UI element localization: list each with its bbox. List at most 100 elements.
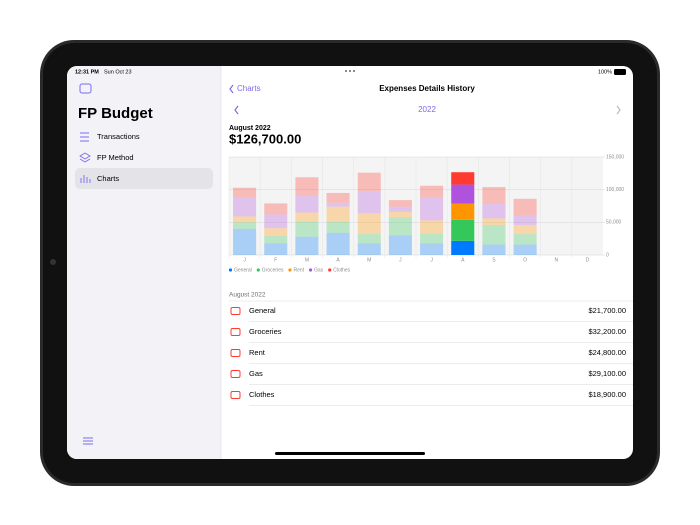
summary-period: August 2022	[229, 125, 271, 132]
bar-segment	[420, 243, 444, 255]
row-icon	[230, 349, 241, 357]
bar-segment	[451, 240, 475, 255]
prev-year[interactable]	[234, 105, 239, 115]
bar-segment	[264, 236, 288, 244]
status-date: Sun Oct 23	[104, 69, 132, 75]
bar-segment	[295, 177, 319, 196]
row-name: Gas	[249, 369, 263, 378]
back-chevron[interactable]	[229, 84, 234, 94]
summary-total: $126,700.00	[229, 131, 301, 146]
bar-segment	[264, 243, 288, 255]
bar-segment	[233, 216, 257, 223]
row-amount: $24,800.00	[588, 348, 626, 357]
sidebar-item[interactable]: Charts	[97, 174, 119, 183]
x-tick-label: N	[554, 257, 558, 263]
list: General $21,700.00 Groceries $32,200.00 Rent…	[229, 300, 633, 406]
row-name: Rent	[249, 348, 266, 357]
row-amount: $32,200.00	[588, 327, 626, 336]
x-tick-label: S	[492, 257, 496, 263]
x-tick-label: M	[305, 257, 309, 263]
bar-segment	[357, 213, 381, 235]
sidebar-item[interactable]: FP Method	[97, 153, 134, 162]
row-name: Clothes	[249, 390, 275, 399]
bar-segment	[326, 206, 350, 222]
bar-segment	[482, 244, 506, 255]
x-tick-label: O	[523, 257, 527, 263]
chart: 0 50,000 100,000 150,000 J F M A M J J A S O N D General…	[228, 154, 624, 273]
bar-segment	[388, 211, 412, 218]
bar-segment	[295, 195, 319, 213]
bar-segment	[513, 215, 537, 225]
row-name: Groceries	[249, 327, 282, 336]
bar-segment	[295, 212, 319, 222]
year: 2022	[418, 105, 436, 114]
x-tick-label: D	[586, 257, 590, 263]
bar-segment	[513, 234, 537, 245]
bar-segment	[357, 243, 381, 255]
row-amount: $29,100.00	[588, 369, 626, 378]
bar-segment	[388, 206, 412, 212]
bar-segment	[233, 228, 257, 255]
camera	[50, 259, 56, 265]
bar-segment	[264, 214, 288, 229]
bar-segment	[357, 190, 381, 214]
row-amount: $21,700.00	[588, 306, 626, 315]
next-year[interactable]	[616, 105, 621, 115]
row-name: General	[249, 306, 276, 315]
bar-segment	[326, 221, 350, 233]
x-tick-label: J	[243, 257, 246, 263]
legend-swatch	[308, 268, 313, 272]
x-tick-label: A	[336, 257, 340, 263]
legend-swatch	[256, 268, 260, 272]
back-button[interactable]: Charts	[237, 84, 261, 93]
bar-segment	[420, 233, 444, 244]
bar-segment	[482, 204, 506, 219]
x-tick-label: A	[461, 257, 465, 263]
bar-segment	[388, 235, 412, 255]
bar-segment	[420, 185, 444, 198]
bar-segment	[420, 220, 444, 234]
bar-segment	[295, 236, 319, 255]
status-time: 12:31 PM	[75, 69, 99, 75]
list-header: August 2022	[229, 292, 266, 299]
battery-icon	[614, 69, 626, 75]
bar-segment	[264, 203, 288, 215]
bar-segment	[513, 244, 537, 255]
legend-label: General	[234, 267, 252, 273]
legend-label: Rent	[293, 267, 304, 273]
sidebar-selection	[75, 168, 213, 189]
x-tick-label: J	[430, 257, 433, 263]
y-tick-label: 50,000	[606, 220, 622, 226]
legend-swatch	[288, 268, 292, 272]
legend-label: Clothes	[333, 267, 350, 273]
bar-segment	[295, 221, 319, 237]
row-icon	[230, 370, 241, 378]
legend-swatch	[328, 268, 332, 272]
nav-title: Expenses Details History	[379, 84, 475, 93]
bar-segment	[264, 228, 288, 237]
bar-segment	[513, 224, 537, 235]
row-icon	[230, 307, 241, 315]
legend-label: Gas	[314, 267, 324, 273]
sidebar-toggle[interactable]	[79, 83, 92, 94]
sidebar	[67, 66, 221, 459]
bar-segment	[420, 197, 444, 221]
bar-segment	[357, 172, 381, 191]
bar-segment	[233, 197, 257, 217]
sidebar-list: Transactions FP Method Charts	[97, 132, 140, 183]
legend-label: Groceries	[262, 267, 284, 273]
sidebar-icons	[79, 132, 93, 445]
x-tick-label: M	[367, 257, 371, 263]
bar-segment	[326, 202, 350, 207]
status-battery: 100%	[598, 69, 612, 75]
x-tick-label: J	[399, 257, 402, 263]
bar-segment	[451, 184, 475, 204]
bar-segment	[388, 217, 412, 236]
bar-segment	[482, 224, 506, 245]
bar-segment	[233, 222, 257, 229]
sidebar-title: FP Budget	[78, 105, 153, 122]
bar-segment	[233, 187, 257, 198]
sidebar-item[interactable]: Transactions	[97, 132, 140, 141]
multitask-dots	[345, 70, 355, 72]
